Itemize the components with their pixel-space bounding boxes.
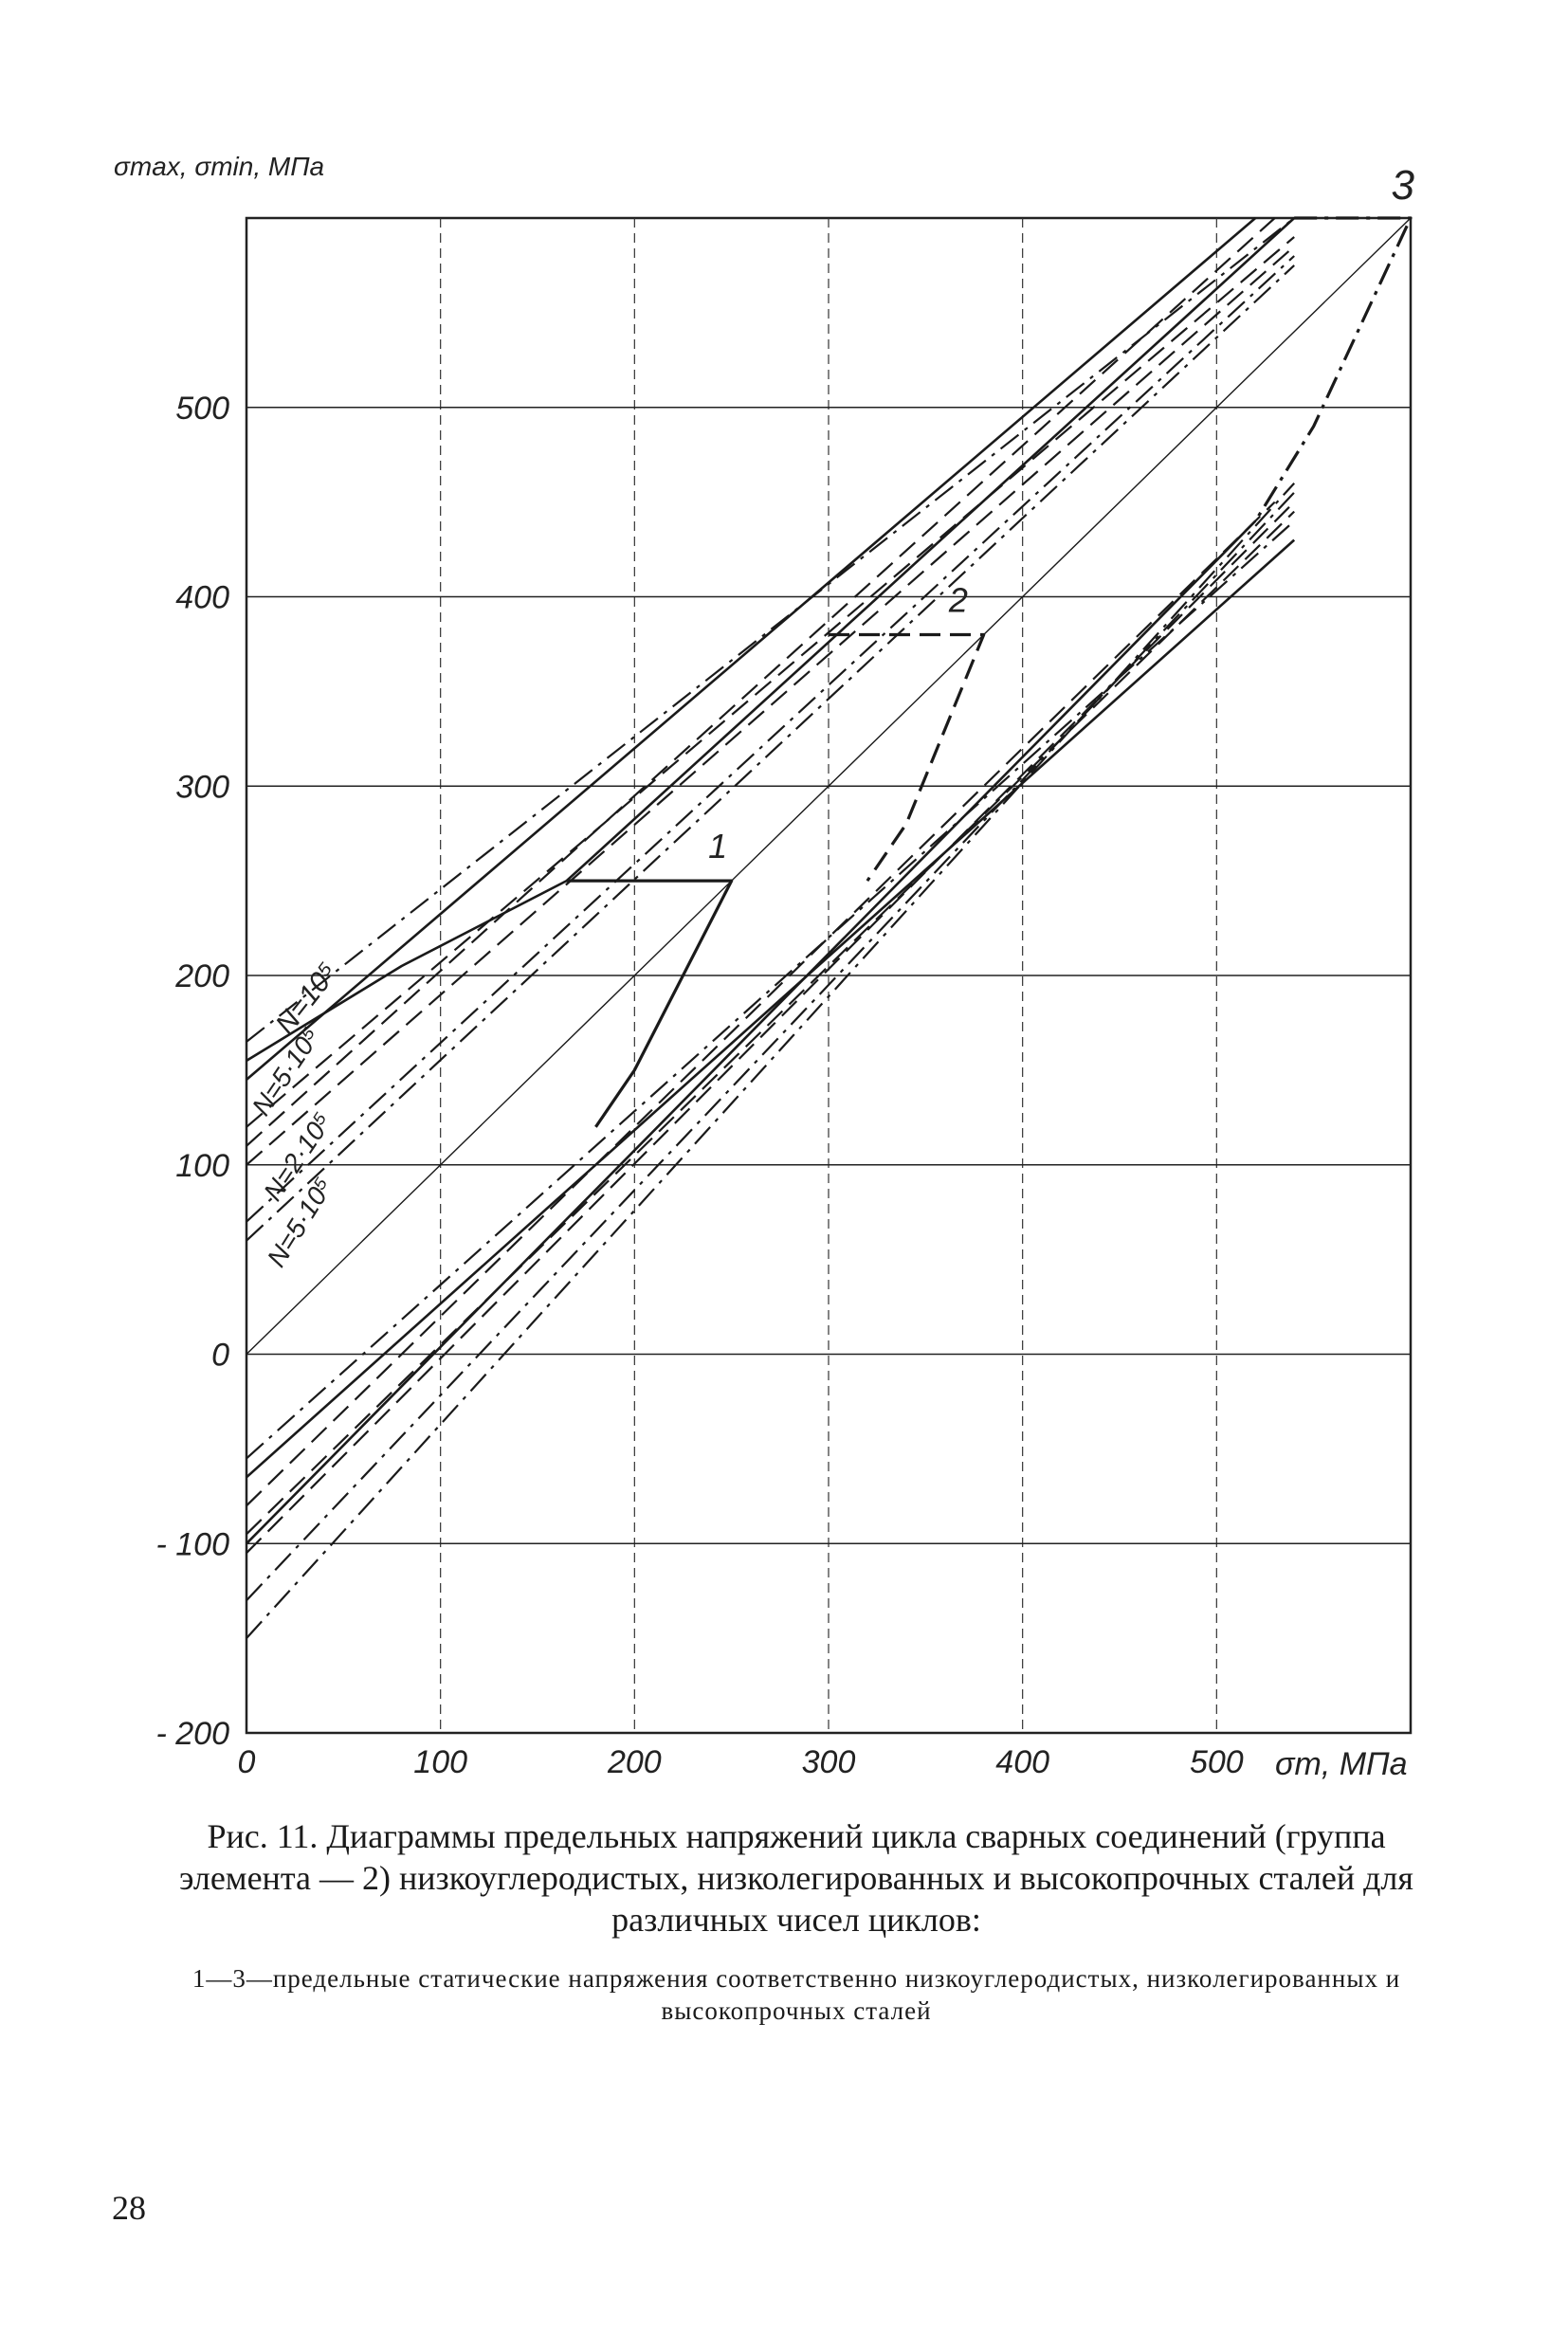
figure-caption-note: 1—3—предельные статические напряжения со… [191, 1964, 1401, 2025]
series-lower-line [246, 519, 1295, 1460]
limit-curve-2 [829, 632, 986, 883]
y-tick-label: 300 [175, 769, 229, 805]
x-tick-label: 100 [413, 1744, 467, 1780]
y-tick-label: 100 [175, 1148, 229, 1184]
series-lower-line [246, 510, 1295, 1536]
series-lower-line [246, 501, 1295, 1554]
limit-curve-3 [1253, 216, 1413, 522]
series-lower-line [246, 501, 1276, 1507]
y-axis-label: σmax, σmin, МПа [114, 152, 324, 181]
series-upper-line [246, 217, 1276, 1147]
series-upper-line [246, 246, 1295, 1166]
limit-curve-1 [566, 879, 734, 1128]
series-upper-line [246, 217, 1257, 1081]
series-lower-line [246, 519, 1257, 1545]
figure-caption: Рис. 11. Диаграммы предельных напряжений… [179, 1817, 1413, 1939]
y-tick-label: 500 [175, 391, 229, 427]
series-lower-line [246, 491, 1295, 1601]
y-tick-label: - 200 [156, 1716, 230, 1752]
series-lower-line [246, 538, 1296, 1479]
series-upper-line [246, 236, 1295, 1128]
series-lower-line [246, 482, 1296, 1639]
x-axis-label: σm, МПа [1275, 1746, 1408, 1782]
series-upper-line [246, 255, 1295, 1223]
x-tick-label: 300 [802, 1744, 856, 1780]
curve-label-3: 3 [1392, 162, 1415, 209]
chart-grid [245, 216, 1413, 1735]
series-upper-line [246, 217, 1295, 1043]
curve-label-1: 1 [708, 827, 727, 866]
x-tick-label: 400 [995, 1744, 1049, 1780]
stress-limit-diagram: 0 100 200 300 400 500 - 200 - 100 0 100 200 300 400 5… [114, 152, 1415, 1782]
page-number: 28 [112, 2189, 146, 2227]
x-tick-label: 0 [238, 1744, 256, 1780]
curve-label-2: 2 [948, 580, 968, 619]
y-tick-label: 0 [211, 1338, 229, 1374]
chart-series-group [246, 216, 1413, 1639]
chart-tick-labels: 0 100 200 300 400 500 - 200 - 100 0 100 200 300 400 5… [156, 391, 1244, 1780]
y-tick-label: 200 [174, 958, 229, 994]
diagonal-line [246, 217, 1412, 1356]
x-tick-label: 500 [1190, 1744, 1244, 1780]
x-tick-label: 200 [607, 1744, 662, 1780]
y-tick-label: 400 [175, 580, 229, 616]
series-upper-line [246, 264, 1295, 1242]
y-tick-label: - 100 [156, 1526, 230, 1562]
